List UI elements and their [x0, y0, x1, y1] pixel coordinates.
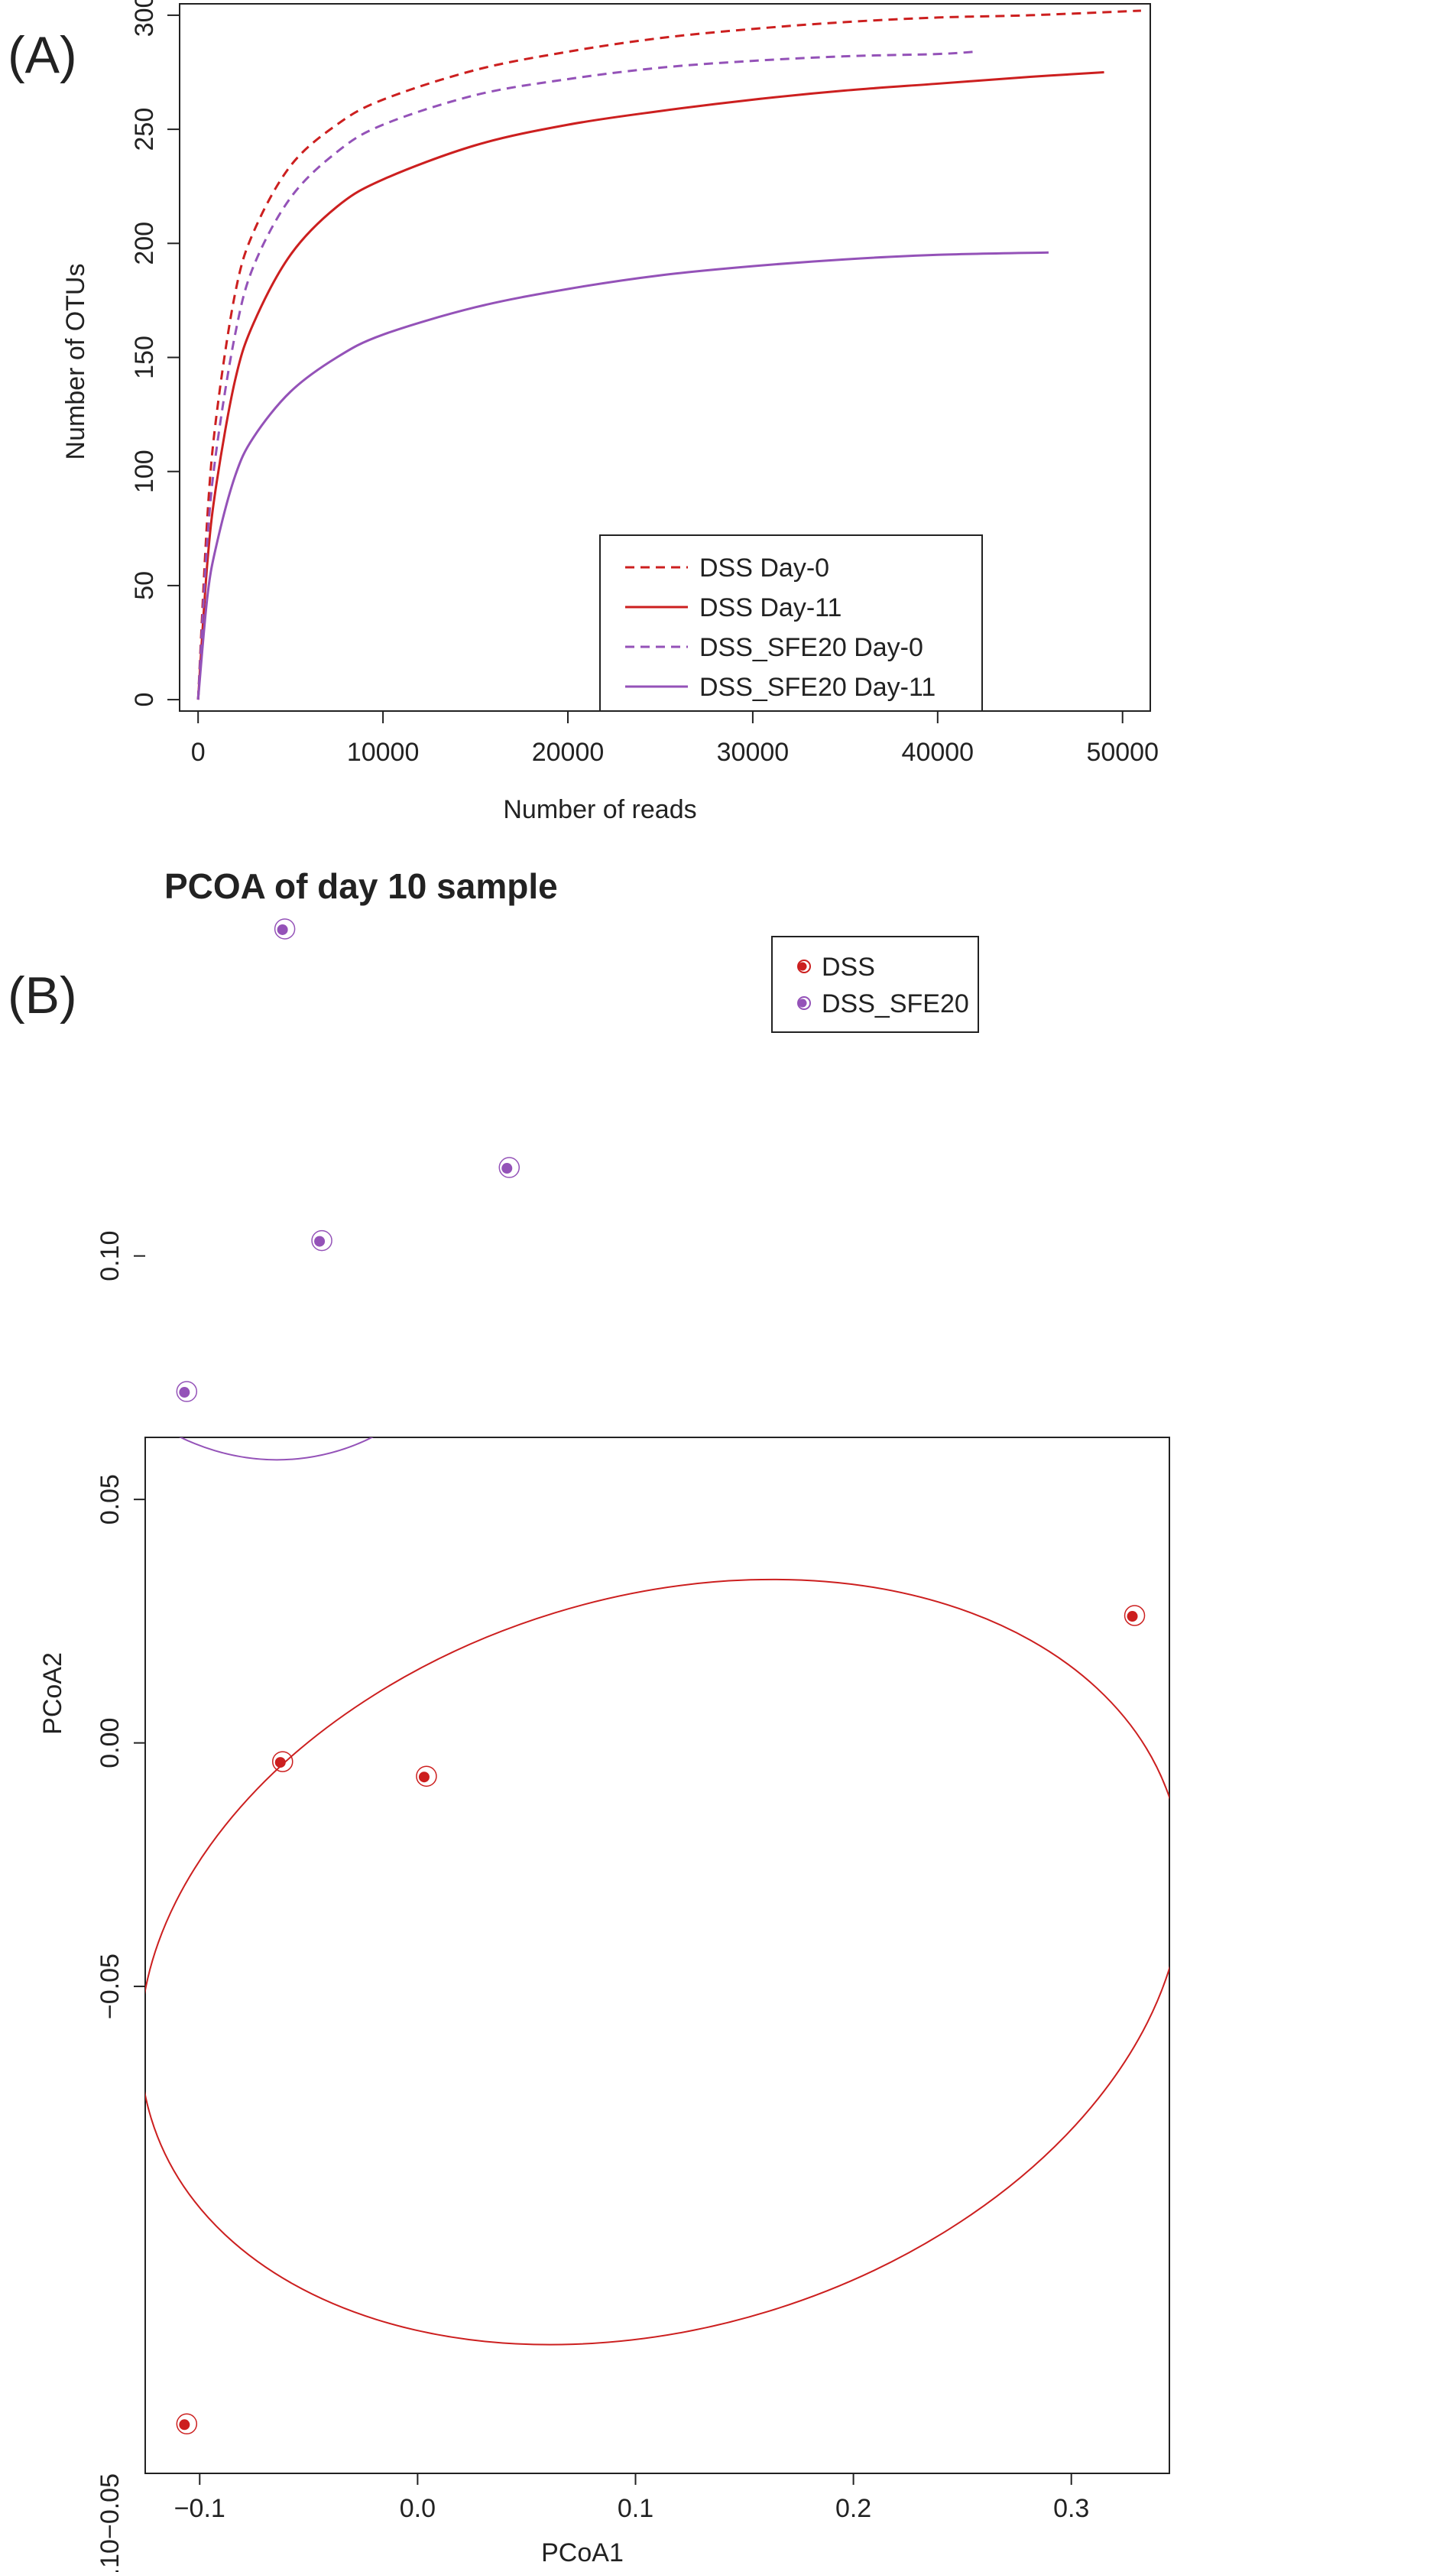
point-dss: [1127, 1611, 1138, 1622]
panel-b-y-ticks: 0.10 0.05 0.00 −0.05 −0.15−0.10−0.05: [96, 1231, 145, 2572]
panel-b-y-axis-title: PCoA2: [38, 1652, 67, 1735]
panel-b-x-tick-label: 0.1: [618, 2494, 653, 2523]
panel-b-group-ellipses: [145, 1437, 1169, 2346]
legend-marker-sfe20-ring: [797, 996, 811, 1010]
panel-b-x-tick-label: 0.3: [1053, 2494, 1089, 2523]
point-ring-dss: [1124, 1605, 1146, 1626]
panel-b-label: (B): [8, 966, 77, 1025]
panel-a-y-tick-label: 50: [130, 571, 159, 600]
panel-b-legend: DSS DSS_SFE20: [771, 936, 979, 1033]
series-line-dss-day-11: [196, 71, 1104, 700]
panel-b-y-tick-label-bottom: −0.15−0.10−0.05: [96, 2473, 125, 2572]
panel-a-x-tick-label: 40000: [902, 738, 974, 767]
group-ellipse-dss-sfe20: [145, 1437, 514, 1461]
panel-a-legend-box: [599, 534, 983, 712]
panel-a-y-tick-label: 200: [130, 222, 159, 265]
panel-a-y-tick-label: 250: [130, 108, 159, 151]
panel-b-x-tick-label: 0.0: [400, 2494, 436, 2523]
panel-a-label: (A): [8, 26, 77, 84]
legend-marker-dss: [798, 962, 807, 971]
point-ring-dss: [416, 1765, 437, 1787]
point-dss-sfe20: [179, 1387, 190, 1398]
series-line-dss-sfe20-day-0: [196, 50, 975, 700]
point-ring-dss-sfe20: [176, 1381, 198, 1402]
series-line-dss-day-0: [196, 9, 1141, 700]
point-dss-sfe20: [314, 1236, 326, 1247]
panel-a-y-ticks: 0 50 100 150 200 250 300: [130, 0, 180, 707]
panel-a-x-ticks: 0 10000 20000 30000 40000 50000: [191, 711, 1159, 767]
panel-a-y-tick-label: 100: [130, 450, 159, 493]
panel-a-y-tick-label: 300: [130, 0, 159, 37]
point-dss-sfe20: [501, 1163, 513, 1174]
panel-a-x-tick-label: 10000: [347, 738, 420, 767]
legend-label-sfe20-day11: DSS_SFE20 Day-11: [699, 673, 936, 702]
legend-label-dss-day0: DSS Day-0: [699, 554, 829, 583]
panel-a-x-tick-label: 50000: [1086, 738, 1159, 767]
point-ring-dss: [176, 2413, 198, 2435]
legend-marker-sfe20: [798, 999, 807, 1008]
panel-b-x-ticks: −0.1 0.0 0.1 0.2 0.3: [174, 2473, 1089, 2523]
point-dss-sfe20: [277, 924, 288, 935]
panel-a-x-tick-label: 30000: [717, 738, 790, 767]
legend-label-dss-day11: DSS Day-11: [699, 593, 841, 622]
panel-b-y-tick-label: 0.10: [96, 1231, 125, 1281]
point-ring-dss-sfe20: [311, 1229, 332, 1252]
point-dss: [418, 1771, 430, 1783]
legend-marker-dss-ring: [797, 960, 811, 973]
panel-b-title: PCOA of day 10 sample: [164, 866, 558, 906]
legend-label-sfe20-day0: DSS_SFE20 Day-0: [699, 633, 923, 662]
panel-b-y-tick-label: 0.00: [96, 1718, 125, 1768]
legend-label-sfe20: DSS_SFE20: [822, 989, 969, 1018]
panel-b-y-tick-label: −0.05: [96, 1953, 125, 2019]
panel-a: (A) 0 10000 20000 30000 40000 50000 0 50 100 150…: [8, 0, 1159, 824]
panel-a-x-axis-title: Number of reads: [503, 795, 696, 824]
panel-b-legend-box: [771, 936, 979, 1033]
panel-b-plot-frame: [144, 1437, 1170, 2474]
panel-b: PCOA of day 10 sample (B) −0.1 0.0 0.1 0.2 0…: [8, 866, 1170, 2572]
point-dss: [179, 2419, 190, 2431]
panel-a-y-tick-label: 0: [130, 693, 159, 707]
point-ring-dss: [272, 1751, 293, 1772]
panel-b-x-axis-title: PCoA1: [541, 2538, 624, 2567]
panel-a-series-lines: [196, 9, 1141, 700]
group-ellipse-dss: [145, 1578, 1169, 2346]
panel-b-points: [176, 918, 1146, 2435]
panel-b-y-tick-label: 0.05: [96, 1474, 125, 1525]
point-dss: [274, 1757, 286, 1768]
panel-a-x-tick-label: 20000: [532, 738, 605, 767]
panel-a-legend: DSS Day-0 DSS Day-11 DSS_SFE20 Day-0 DSS…: [599, 534, 983, 712]
panel-a-x-tick-label: 0: [191, 738, 206, 767]
panel-b-x-tick-label: 0.2: [835, 2494, 871, 2523]
point-ring-dss-sfe20: [274, 918, 296, 940]
point-ring-dss-sfe20: [498, 1157, 520, 1178]
panel-a-y-axis-title: Number of OTUs: [61, 264, 90, 460]
series-line-dss-sfe20-day-11: [196, 251, 1049, 700]
panel-a-y-tick-label: 150: [130, 336, 159, 379]
panel-b-x-tick-label: −0.1: [174, 2494, 225, 2523]
legend-label-dss: DSS: [822, 953, 875, 982]
